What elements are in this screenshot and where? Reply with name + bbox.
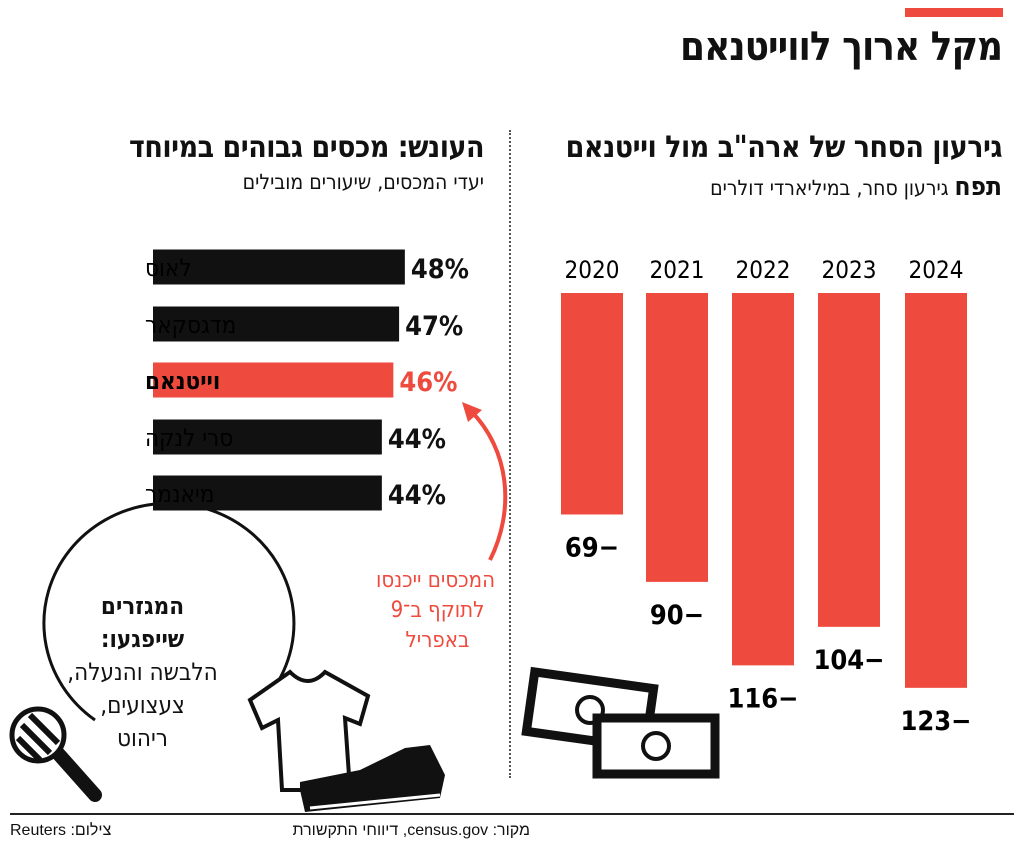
sector-item: הלבשה והנעלה, [67,658,218,686]
deficit-value-label: −116 [727,683,798,714]
footer-divider [10,813,1014,815]
annotation-arrow [468,408,508,561]
sectors-heading: המגזרים [100,592,185,620]
rattle-icon [9,706,102,802]
sector-item: ריהוט [116,724,168,752]
tariff-value-label: 44% [388,424,446,455]
subtitle-text: גירעון סחר, במיליארדי דולרים [710,176,949,200]
annotation-line: לתוקף ב־9 [390,598,485,623]
year-label: 2020 [565,256,620,284]
country-label: וייטנאם [145,367,220,395]
year-label: 2022 [736,256,791,284]
deficit-bar [818,293,880,627]
tariff-chart-subtitle: יעדי המכסים, שיעורים מובילים [242,170,484,194]
country-label: סרי לנקה [145,424,233,452]
tariff-bar [153,306,400,342]
year-label: 2021 [650,256,705,284]
trade-deficit-chart: 2020 −69 2021 −90 2022 −116 2023 −104 2024 −123 [561,256,972,737]
tariff-chart-title: העונש: מכסים גבוהים במיוחד [129,130,484,165]
tariff-value-label: 48% [411,254,469,285]
money-icon [521,666,720,779]
page-title: מקל ארוך לווייטנאם [680,24,1003,70]
year-label: 2024 [909,256,964,284]
tariff-bar [153,362,394,398]
deficit-value-label: −104 [813,645,884,676]
deficit-bar [732,293,794,666]
source: מקור: census.gov, דיווחי התקשורת [292,822,530,839]
country-label: מדגסקאר [145,311,236,339]
accent-bar [905,8,1003,17]
tariff-value-label: 46% [399,367,457,398]
country-label: לאוס [145,254,192,282]
shirt-icon [247,669,371,792]
photo-credit: צילום: Reuters [10,822,112,839]
tariff-bar [153,249,405,285]
deficit-value-label: −69 [565,532,619,563]
trade-chart-title: גירעון הסחר של ארה"ב מול וייטנאם [565,130,1003,165]
trade-chart-subtitle: תפח גירעון סחר, במיליארדי דולרים [710,172,1002,202]
annotation-line: באפריל [405,628,470,653]
subtitle-bold: תפח [954,172,1002,202]
tariff-value-label: 47% [405,311,463,342]
divider [509,130,511,778]
affected-sectors: המגזרים שייפגעו: הלבשה והנעלה, צעצועים, … [20,590,265,755]
deficit-bar [905,293,967,688]
tariff-date-annotation: המכסים ייכנסו לתוקף ב־9 באפריל [375,566,495,656]
deficit-value-label: −90 [650,600,704,631]
tariff-chart: לאוס 48%מדגסקאר 47%וייטנאם 46%סרי לנקה 44%מי… [145,249,469,511]
arrow-head-icon [462,402,482,422]
tariff-value-label: 44% [388,480,446,511]
shoe-icon [300,745,445,812]
deficit-value-label: −123 [900,706,971,737]
deficit-bar [561,293,623,515]
deficit-bar [646,293,708,582]
sectors-circle [42,501,296,722]
sectors-heading: שייפגעו: [100,625,185,653]
annotation-line: המכסים ייכנסו [375,568,495,593]
sector-item: צעצועים, [100,691,185,719]
tariff-bar [153,419,382,455]
year-label: 2023 [822,256,877,284]
